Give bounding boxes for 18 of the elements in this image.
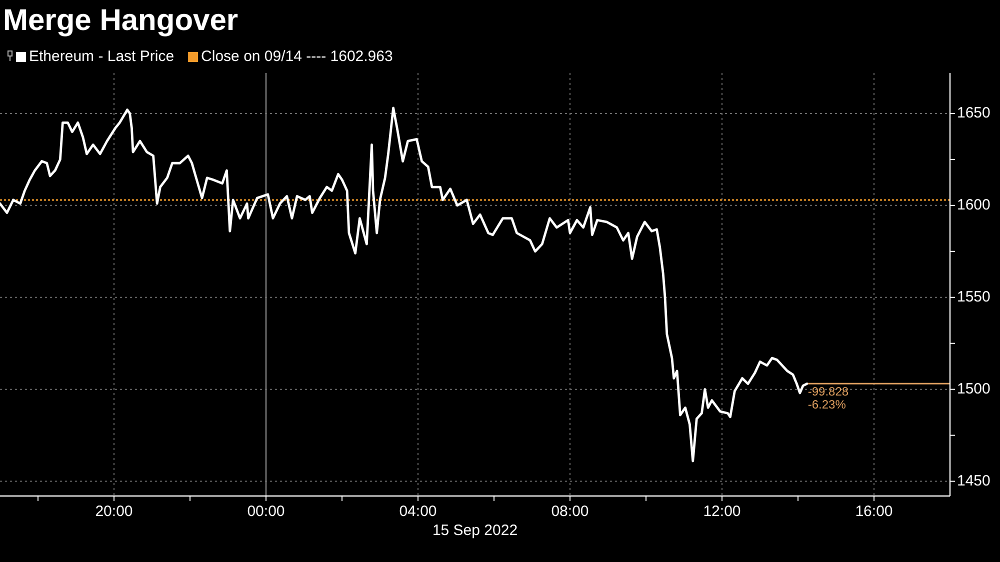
legend-label: Ethereum - Last Price: [29, 48, 174, 65]
annotation: -99.828: [808, 384, 849, 399]
line-series: [0, 106, 808, 462]
x-tick-label: 12:00: [703, 502, 741, 520]
legend-label: Close on 09/14 ---- 1602.963: [201, 48, 393, 65]
y-tick-label: 1600: [957, 196, 990, 214]
y-tick-label: 1650: [957, 104, 990, 122]
y-tick-label: 1450: [957, 472, 990, 490]
x-tick-label: 16:00: [855, 502, 893, 520]
chart-title: Merge Hangover: [3, 4, 238, 37]
x-tick-label: 20:00: [95, 502, 133, 520]
x-tick-label: 04:00: [399, 502, 437, 520]
y-tick-label: 1550: [957, 288, 990, 306]
x-axis-title: 15 Sep 2022: [432, 522, 518, 539]
annotation: -6.23%: [808, 398, 846, 412]
x-tick-label: 00:00: [247, 502, 285, 520]
y-tick-label: 1500: [957, 380, 990, 398]
x-tick-label: 08:00: [551, 502, 589, 520]
